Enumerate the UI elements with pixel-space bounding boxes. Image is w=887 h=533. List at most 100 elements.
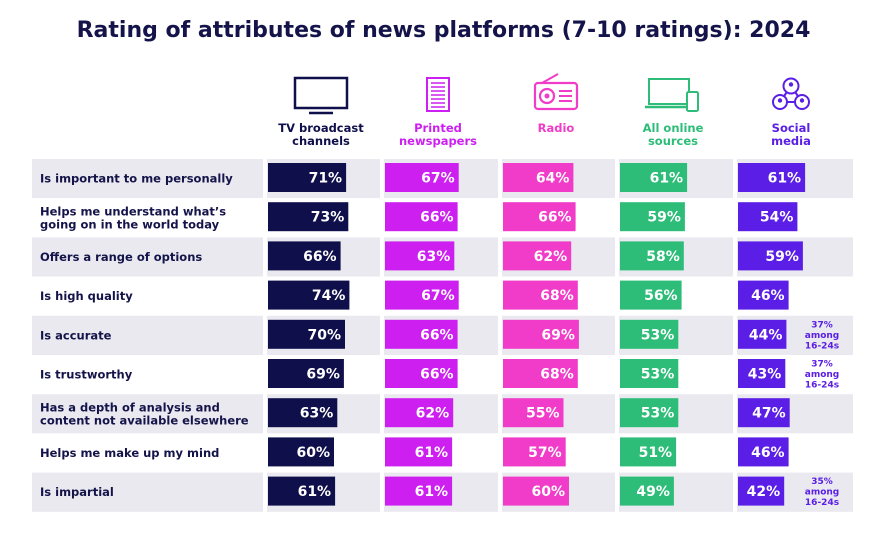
bar-tv-broadcast-channels xyxy=(268,359,344,388)
data-label: 60% xyxy=(531,484,565,500)
bar-printed-newspapers xyxy=(385,280,459,310)
bar-tv-broadcast-channels xyxy=(268,280,350,310)
data-label: 66% xyxy=(420,210,454,226)
bar-social-media xyxy=(738,163,806,192)
chart-title: Rating of attributes of news platforms (… xyxy=(76,18,811,43)
bar-radio xyxy=(503,476,569,506)
bar-printed-newspapers xyxy=(385,319,458,349)
tv-icon xyxy=(293,76,349,115)
bar-social-media xyxy=(738,319,787,349)
row-label-offers-a-range-of-options: Offers a range of options xyxy=(40,250,202,264)
data-label: 73% xyxy=(311,210,345,226)
bar-social-media xyxy=(738,476,785,506)
data-label: 61% xyxy=(298,484,332,500)
annotation-16-24s: 37% among 16-24s xyxy=(805,320,839,351)
bar-all-online-sources xyxy=(620,202,685,232)
bar-radio xyxy=(503,398,564,428)
data-label: 74% xyxy=(312,288,346,304)
data-label: 46% xyxy=(751,445,785,461)
bar-printed-newspapers xyxy=(385,359,458,388)
data-label: 61% xyxy=(415,445,449,461)
bar-tv-broadcast-channels xyxy=(268,437,334,467)
bar-all-online-sources xyxy=(620,319,679,349)
data-label: 66% xyxy=(420,327,454,343)
data-label: 53% xyxy=(641,367,675,383)
data-label: 51% xyxy=(639,445,673,461)
data-label: 61% xyxy=(415,484,449,500)
row-label-is-accurate: Is accurate xyxy=(40,328,112,342)
bar-social-media xyxy=(738,359,786,388)
data-label: 60% xyxy=(296,445,330,461)
data-label: 68% xyxy=(540,288,574,304)
row-label-is-trustworthy: Is trustworthy xyxy=(40,368,133,382)
data-label: 56% xyxy=(644,288,678,304)
data-label: 70% xyxy=(307,327,341,343)
data-label: 59% xyxy=(765,249,799,265)
bar-social-media xyxy=(738,280,789,310)
bar-tv-broadcast-channels xyxy=(268,398,338,428)
bar-all-online-sources xyxy=(620,437,677,467)
data-label: 69% xyxy=(541,327,575,343)
bar-printed-newspapers xyxy=(385,437,453,467)
series-label-printed-newspapers: Printed newspapers xyxy=(399,121,477,148)
bar-radio xyxy=(503,359,578,388)
row-label-is-impartial: Is impartial xyxy=(40,485,114,499)
bar-social-media xyxy=(738,202,798,232)
data-label: 63% xyxy=(417,249,451,265)
data-label: 42% xyxy=(747,484,781,500)
series-label-social-media: Social media xyxy=(771,121,811,148)
bar-printed-newspapers xyxy=(385,476,453,506)
data-label: 69% xyxy=(306,367,340,383)
bar-printed-newspapers xyxy=(385,163,459,192)
bar-social-media xyxy=(738,437,789,467)
data-label: 62% xyxy=(416,406,450,422)
data-label: 53% xyxy=(641,327,675,343)
bar-printed-newspapers xyxy=(385,241,455,271)
bar-social-media xyxy=(738,398,790,428)
bar-all-online-sources xyxy=(620,398,679,428)
bar-tv-broadcast-channels xyxy=(268,163,347,192)
bar-radio xyxy=(503,163,574,192)
data-label: 61% xyxy=(768,171,802,187)
row-label-helps-me-make-up-my-mind: Helps me make up my mind xyxy=(40,446,219,460)
bar-social-media xyxy=(738,241,803,271)
bar-all-online-sources xyxy=(620,241,684,271)
annotation-16-24s: 35% among 16-24s xyxy=(805,477,839,508)
bar-radio xyxy=(503,319,579,349)
bar-printed-newspapers xyxy=(385,398,454,428)
data-label: 55% xyxy=(526,406,560,422)
data-label: 57% xyxy=(528,445,562,461)
bar-all-online-sources xyxy=(620,163,688,192)
series-label-radio: Radio xyxy=(538,121,575,135)
data-label: 66% xyxy=(538,210,572,226)
data-label: 62% xyxy=(534,249,568,265)
bar-radio xyxy=(503,202,576,232)
laptop-phone-icon xyxy=(645,78,699,112)
data-label: 54% xyxy=(760,210,794,226)
bar-tv-broadcast-channels xyxy=(268,241,341,271)
radio-icon xyxy=(533,73,579,111)
data-label: 66% xyxy=(303,249,337,265)
bar-printed-newspapers xyxy=(385,202,458,232)
bar-tv-broadcast-channels xyxy=(268,476,336,506)
data-label: 46% xyxy=(751,288,785,304)
data-label: 59% xyxy=(647,210,681,226)
bar-radio xyxy=(503,241,572,271)
data-label: 43% xyxy=(748,367,782,383)
row-label-has-a-depth-of-analysis-and-content-not-available-elsewhere: Has a depth of analysis and content not a… xyxy=(40,400,249,427)
annotation-16-24s: 37% among 16-24s xyxy=(805,360,839,391)
data-label: 71% xyxy=(309,171,343,187)
data-label: 49% xyxy=(636,484,670,500)
data-label: 67% xyxy=(421,288,455,304)
data-label: 61% xyxy=(650,171,684,187)
series-label-all-online-sources: All online sources xyxy=(643,121,704,148)
row-label-is-important-to-me-personally: Is important to me personally xyxy=(40,172,233,186)
row-label-helps-me-understand-what-s-going-on-in-the-world-today: Helps me understand what’s going on in th… xyxy=(40,204,226,231)
bar-all-online-sources xyxy=(620,359,679,388)
data-label: 64% xyxy=(536,171,570,187)
row-label-is-high-quality: Is high quality xyxy=(40,289,133,303)
data-label: 44% xyxy=(749,327,783,343)
bar-radio xyxy=(503,280,578,310)
series-label-tv-broadcast-channels: TV broadcast channels xyxy=(278,121,364,148)
